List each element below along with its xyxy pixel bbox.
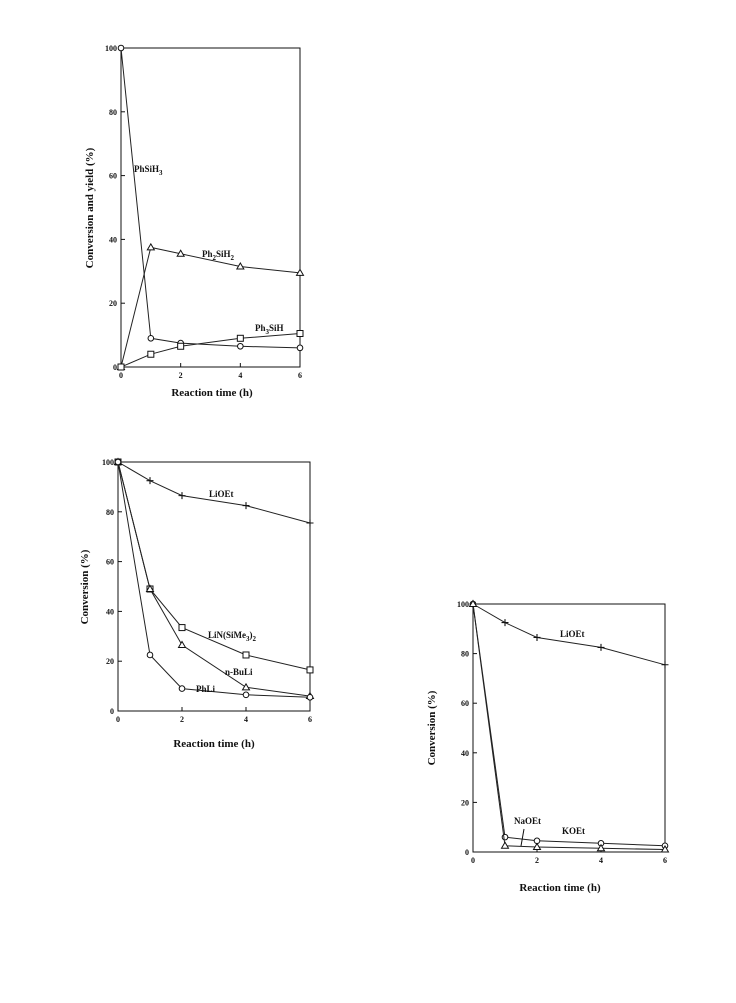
data-point-2-4 (660, 845, 670, 853)
data-point-0-1 (146, 477, 154, 485)
y-tick-label: 40 (461, 749, 469, 758)
series-label-0: LiOEt (209, 489, 234, 499)
y-tick-label: 20 (109, 299, 117, 308)
data-point-0-3 (597, 643, 605, 651)
y-tick-label: 80 (109, 108, 117, 117)
chart-1-silane-yield: 0 20 40 60 80 100 0 2 4 6 Reaction time (h) Convers… (84, 44, 305, 399)
y-tick-label: 60 (109, 172, 117, 181)
data-point-2-3 (236, 334, 244, 342)
x-tick-label: 6 (308, 715, 312, 724)
series-line-0 (120, 47, 301, 349)
series-label-2: Ph3SiH (255, 323, 284, 336)
x-tick-label: 2 (535, 856, 539, 865)
x-tick-label: 0 (119, 371, 123, 380)
plot-frame (472, 603, 666, 853)
x-tick-label: 4 (238, 371, 242, 380)
x-axis-title: Reaction time (h) (173, 738, 255, 750)
data-point-1-2 (176, 249, 186, 257)
data-point-0-2 (533, 633, 541, 641)
data-point-2-2 (177, 640, 187, 649)
y-tick-label: 0 (465, 848, 469, 857)
y-tick-label: 20 (461, 798, 469, 807)
x-tick-label: 6 (298, 371, 302, 380)
plot-frame (120, 47, 301, 368)
y-axis-title: Conversion and yield (%) (84, 147, 96, 268)
data-point-1-2 (178, 624, 186, 632)
x-tick-label: 0 (471, 856, 475, 865)
series-label-1: LiN(SiMe3)2 (208, 630, 257, 643)
y-tick-label: 100 (457, 600, 469, 609)
series-label-1: Ph2SiH2 (202, 249, 235, 262)
x-tick-label: 0 (116, 715, 120, 724)
chart-2-base-conversion: 0 20 40 60 80 100 0 2 4 6 Reaction time (h) Convers… (79, 457, 315, 750)
y-tick-label: 20 (106, 657, 114, 666)
data-point-0-4 (306, 519, 314, 527)
data-point-2-1 (500, 841, 510, 849)
x-tick-label: 4 (599, 856, 603, 865)
data-point-1-4 (306, 666, 314, 674)
plot-frame (117, 461, 311, 712)
y-axis-title: Conversion (%) (79, 549, 91, 624)
y-tick-label: 0 (110, 707, 114, 716)
y-tick-label: 0 (113, 363, 117, 372)
y-tick-label: 80 (106, 508, 114, 517)
x-axis-title: Reaction time (h) (171, 387, 253, 399)
y-tick-label: 40 (106, 607, 114, 616)
y-tick-label: 60 (461, 699, 469, 708)
series-line-1 (472, 603, 666, 847)
x-tick-label: 6 (663, 856, 667, 865)
data-point-3-4 (306, 694, 314, 701)
data-point-3-3 (242, 691, 250, 699)
data-point-2-4 (296, 330, 304, 338)
chart-3-alkoxide-conversion: 0 20 40 60 80 100 0 2 4 6 Reaction time (h) Convers… (426, 599, 670, 894)
series-label-1: KOEt (562, 826, 585, 836)
data-point-2-2 (532, 842, 542, 851)
data-point-3-1 (146, 651, 154, 659)
data-point-0-0 (117, 44, 125, 52)
data-point-0-3 (242, 502, 250, 510)
y-tick-label: 60 (106, 558, 114, 567)
data-point-3-2 (178, 685, 186, 692)
data-point-3-0 (114, 458, 122, 466)
y-tick-label: 80 (461, 650, 469, 659)
data-point-1-1 (501, 833, 509, 841)
data-point-0-3 (237, 342, 244, 350)
y-tick-label: 40 (109, 235, 117, 244)
data-point-2-3 (596, 843, 606, 852)
series-label-3: PhLi (196, 684, 216, 694)
label-leader-line (520, 828, 525, 847)
y-tick-label: 100 (102, 458, 114, 467)
series-label-2: n-BuLi (225, 667, 253, 677)
data-point-1-4 (295, 268, 305, 276)
x-axis-title: Reaction time (h) (519, 882, 601, 894)
series-label-0: PhSiH3 (134, 164, 163, 177)
data-point-0-1 (501, 619, 509, 627)
x-tick-label: 2 (180, 715, 184, 724)
x-tick-label: 2 (179, 371, 183, 380)
data-point-0-1 (147, 334, 155, 342)
data-point-2-1 (145, 584, 155, 592)
data-point-1-1 (146, 242, 156, 251)
data-point-2-3 (241, 682, 251, 691)
data-point-1-3 (235, 262, 245, 270)
series-label-0: LiOEt (560, 629, 585, 639)
y-tick-label: 100 (105, 44, 117, 53)
data-point-2-0 (468, 599, 478, 607)
data-point-0-4 (296, 344, 304, 352)
data-point-0-4 (661, 661, 669, 669)
data-point-2-2 (177, 342, 185, 350)
data-point-2-0 (117, 363, 125, 371)
x-tick-label: 4 (244, 715, 248, 724)
y-axis-title: Conversion (%) (426, 690, 438, 765)
series-label-2: NaOEt (514, 816, 541, 826)
data-point-1-3 (242, 651, 250, 659)
data-point-2-1 (147, 350, 155, 358)
data-point-0-2 (178, 492, 186, 500)
